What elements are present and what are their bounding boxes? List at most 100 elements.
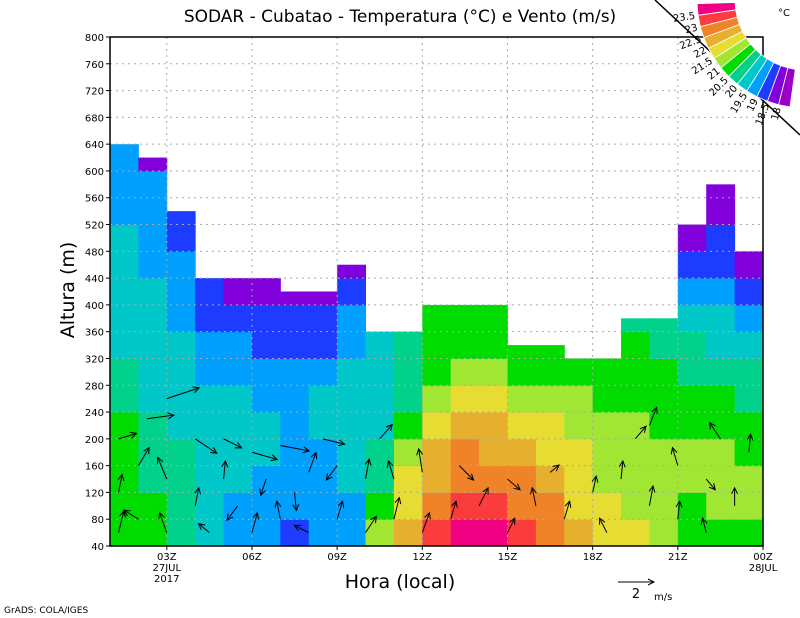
wind-shaft	[276, 501, 281, 520]
wind-vector	[507, 517, 516, 533]
contour-cell	[138, 278, 168, 306]
contour-cell	[393, 492, 423, 520]
contour-cell	[706, 197, 736, 226]
contour-cell	[564, 358, 594, 386]
contour-cell	[337, 278, 367, 306]
wind-shaft	[748, 434, 752, 453]
contour-cell	[621, 385, 650, 413]
contour-cell	[706, 385, 736, 413]
wind-shaft	[549, 464, 560, 473]
contour-cell	[166, 331, 196, 359]
contour-cell	[337, 438, 367, 467]
contour-cell	[706, 331, 736, 359]
wind-arrowhead	[564, 500, 572, 508]
wind-vector	[393, 496, 402, 520]
contour-cell	[138, 170, 168, 199]
contour-cell	[677, 304, 707, 333]
contour-cell	[479, 465, 508, 493]
contour-cell	[195, 492, 225, 520]
wind-shaft	[634, 425, 647, 440]
contour-cell	[450, 465, 480, 493]
y-tick-label: 560	[85, 194, 104, 205]
contour-cell	[195, 278, 225, 306]
contour-cell	[450, 304, 480, 333]
contour-cell	[337, 331, 367, 359]
contour-cell	[166, 304, 196, 333]
contour-cell	[649, 331, 679, 359]
wind-vector	[700, 517, 708, 533]
wind-vector	[530, 486, 537, 506]
wind-shaft	[379, 424, 393, 440]
wind-shaft	[393, 497, 400, 520]
wind-shaft	[365, 516, 377, 533]
wind-shaft	[325, 465, 338, 481]
wind-shaft	[705, 478, 716, 491]
contour-cell	[138, 519, 168, 547]
contour-cell	[365, 519, 395, 547]
contour-cell	[251, 438, 281, 467]
contour-cell	[365, 358, 395, 386]
contour-cell	[110, 358, 139, 386]
contour-cell	[535, 492, 565, 520]
y-tick-label: 80	[91, 515, 104, 526]
contour-cell	[223, 519, 253, 547]
wind-vector	[379, 423, 394, 440]
contour-cell	[592, 385, 622, 413]
x-tick-label: 18Z	[583, 552, 603, 563]
wind-shaft	[308, 452, 317, 473]
wind-vector	[158, 511, 168, 533]
contour-cell	[706, 184, 736, 199]
y-tick-label: 40	[91, 542, 104, 553]
contour-cell	[507, 465, 537, 493]
contour-cell	[251, 519, 281, 547]
wind-vectors	[117, 386, 754, 534]
contour-cell	[223, 304, 253, 333]
wind-arrowhead	[226, 513, 234, 522]
contour-cell	[649, 318, 679, 333]
wind-arrowhead	[293, 524, 302, 532]
contour-cell	[734, 385, 764, 413]
y-tick-label: 120	[85, 488, 104, 499]
x-tick-sub2: 2017	[154, 574, 179, 585]
contour-cell	[166, 224, 196, 252]
wind-vector	[166, 386, 201, 400]
contour-cell	[479, 358, 508, 386]
plot-frame	[109, 36, 764, 547]
wind-shaft	[450, 501, 457, 520]
colorbar-label: 23	[684, 23, 699, 37]
wind-shaft	[194, 487, 200, 506]
contour-cell	[706, 278, 736, 306]
contour-cell	[308, 492, 338, 520]
contour-cell	[734, 438, 764, 467]
contour-cell	[535, 385, 565, 413]
contour-cell	[734, 278, 764, 306]
wind-arrowhead	[129, 431, 138, 439]
wind-shaft	[388, 460, 395, 480]
contour-cell	[308, 291, 338, 306]
wind-arrowhead	[386, 459, 394, 468]
contour-cell	[365, 331, 395, 359]
wind-reference-speed: 2	[632, 587, 640, 602]
wind-vector	[549, 464, 560, 473]
contour-cell	[422, 412, 452, 440]
contour-cell	[365, 492, 395, 520]
wind-vector	[251, 451, 279, 462]
contour-cell	[535, 345, 565, 359]
contour-cell	[223, 385, 253, 413]
wind-arrowhead	[234, 442, 243, 449]
contour-cell	[677, 331, 707, 359]
wind-vector	[293, 524, 309, 534]
wind-shaft	[123, 509, 139, 520]
contour-cell	[195, 331, 225, 359]
contour-cell	[479, 385, 508, 413]
wind-shaft	[194, 438, 218, 454]
wind-vector	[450, 500, 458, 520]
contour-cell	[195, 438, 225, 467]
contour-cell	[450, 438, 480, 467]
wind-arrowhead	[394, 496, 402, 505]
wind-vector	[708, 421, 721, 440]
wind-arrowhead	[259, 488, 266, 497]
wind-vector	[259, 478, 267, 497]
wind-vector	[591, 475, 599, 493]
